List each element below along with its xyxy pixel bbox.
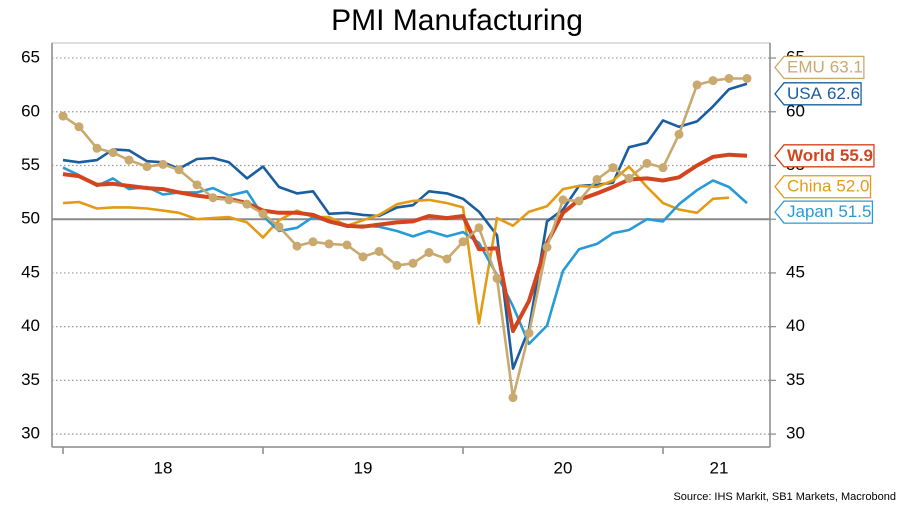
series-marker — [74, 122, 84, 132]
series-marker — [708, 76, 718, 86]
series-name: China — [787, 177, 832, 196]
series-marker — [374, 246, 384, 256]
series-marker — [392, 260, 402, 270]
series-marker — [624, 173, 634, 183]
series-marker — [442, 254, 452, 264]
end-label: EMU 63.1 — [774, 55, 865, 80]
series-marker — [424, 248, 434, 258]
series-marker — [142, 162, 152, 172]
series-marker — [558, 195, 568, 205]
series-name: USA — [787, 84, 823, 103]
series-marker — [724, 73, 734, 83]
end-label: China 52.0 — [774, 175, 872, 199]
series-marker — [174, 165, 184, 175]
end-label-text: EMU 63.1 — [787, 58, 863, 77]
series-marker — [324, 239, 334, 249]
end-label: USA 62.6 — [774, 82, 862, 106]
series-marker — [224, 195, 234, 205]
series-marker — [258, 209, 268, 219]
series-marker — [474, 223, 484, 233]
end-value: 52.0 — [836, 177, 869, 196]
series-marker — [358, 252, 368, 262]
series-marker — [208, 193, 218, 203]
y-tick-label: 40 — [21, 316, 40, 335]
y-tick-label: 55 — [21, 155, 40, 174]
series-marker — [492, 273, 502, 283]
series-marker — [124, 155, 134, 165]
end-label-box — [774, 175, 872, 199]
series-name: EMU — [787, 58, 825, 77]
series-marker — [742, 73, 752, 83]
end-value: 51.5 — [838, 203, 871, 222]
series-marker — [574, 196, 584, 206]
x-tick-label: 19 — [354, 458, 373, 477]
chart-title: PMI Manufacturing — [331, 4, 583, 37]
end-label-text: Japan 51.5 — [787, 203, 871, 222]
end-label-box — [774, 144, 875, 168]
series-marker — [608, 163, 618, 173]
series-line — [62, 165, 730, 325]
series-marker — [58, 111, 68, 121]
x-tick-label: 18 — [154, 458, 173, 477]
series-marker — [692, 80, 702, 90]
y-tick-label: 50 — [21, 209, 40, 228]
series-marker — [242, 199, 252, 209]
end-label-text: China 52.0 — [787, 177, 870, 196]
series-name: Japan — [787, 203, 833, 222]
y2-tick-label: 35 — [786, 370, 805, 389]
y-tick-label: 60 — [21, 101, 40, 120]
series-marker — [592, 174, 602, 184]
y-tick-label: 30 — [21, 424, 40, 443]
series-marker — [108, 148, 118, 158]
series-marker — [308, 237, 318, 247]
series-marker — [292, 241, 302, 251]
series-name: World — [787, 146, 835, 165]
y-tick-label: 65 — [21, 48, 40, 67]
series-marker — [408, 258, 418, 268]
end-label-box — [774, 200, 874, 224]
end-label: World 55.9 — [774, 144, 875, 168]
y-tick-label: 35 — [21, 370, 40, 389]
source-note: Source: IHS Markit, SB1 Markets, Macrobo… — [673, 491, 896, 503]
series-marker — [642, 158, 652, 168]
x-tick-label: 21 — [710, 458, 729, 477]
series-marker — [508, 393, 518, 403]
series-marker — [524, 328, 534, 338]
series-marker — [192, 180, 202, 190]
series-marker — [542, 242, 552, 252]
series-marker — [274, 222, 284, 232]
end-label: Japan 51.5 — [774, 200, 874, 224]
y-tick-label: 45 — [21, 262, 40, 281]
end-label-text: World 55.9 — [787, 146, 873, 165]
series-marker — [92, 143, 102, 153]
end-value: 63.1 — [830, 58, 863, 77]
series-marker — [342, 240, 352, 250]
series-marker — [458, 237, 468, 247]
y2-tick-label: 40 — [786, 316, 805, 335]
series-marker — [674, 129, 684, 139]
end-label-text: USA 62.6 — [787, 84, 860, 103]
end-label-box — [774, 55, 865, 80]
x-tick-label: 20 — [554, 458, 573, 477]
end-value: 62.6 — [827, 84, 860, 103]
end-value: 55.9 — [840, 146, 873, 165]
series-marker — [158, 159, 168, 169]
end-label-box — [774, 82, 862, 106]
y2-tick-label: 45 — [786, 262, 805, 281]
y2-tick-label: 30 — [786, 424, 805, 443]
y2-tick-label: 60 — [786, 101, 805, 120]
series-marker — [658, 163, 668, 173]
